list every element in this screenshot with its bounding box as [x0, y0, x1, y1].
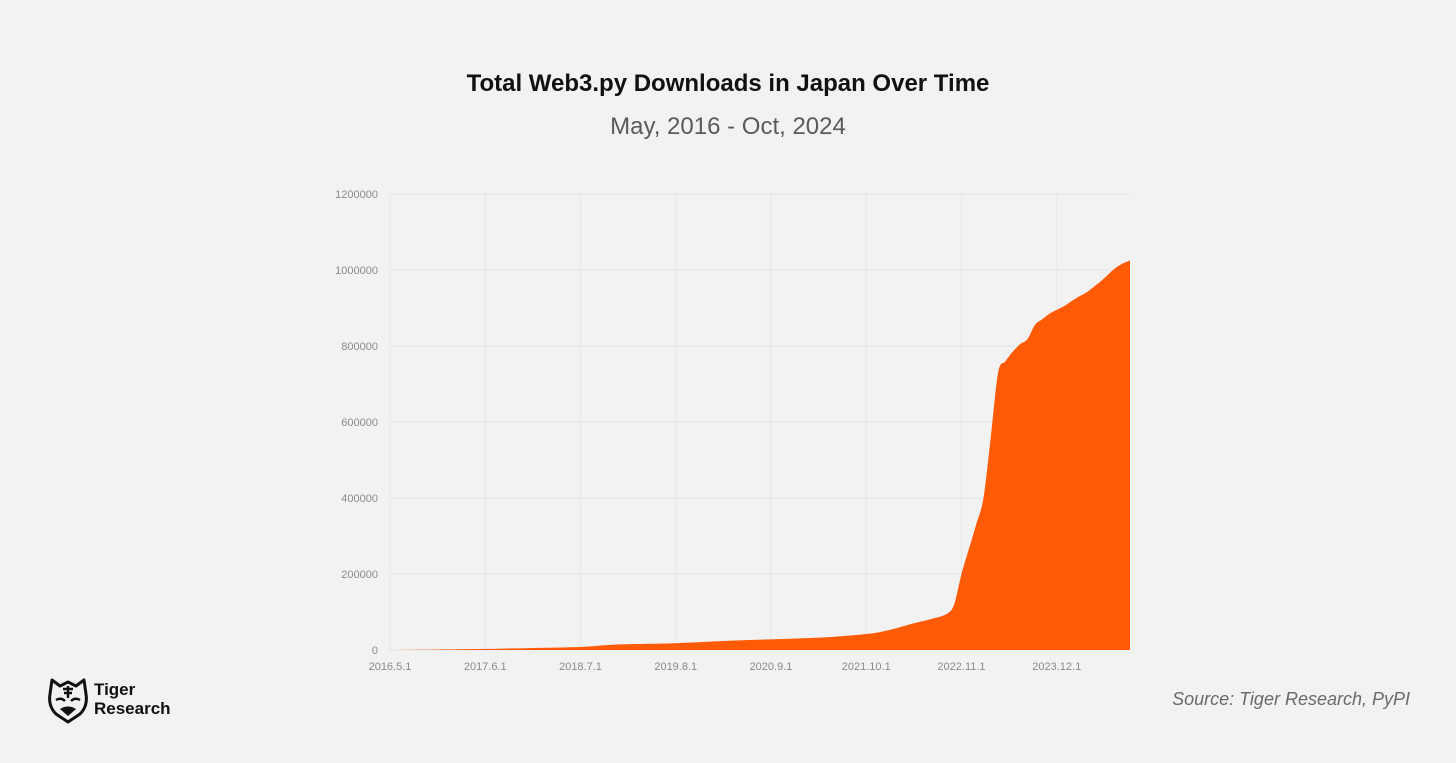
source-note: Source: Tiger Research, PyPI [1172, 689, 1410, 709]
y-tick-label: 0 [372, 645, 378, 657]
x-tick-label: 2018.7.1 [559, 661, 602, 673]
x-tick-label: 2020.9.1 [750, 661, 793, 673]
chart-title: Total Web3.py Downloads in Japan Over Ti… [466, 70, 990, 97]
y-tick-label: 200000 [341, 569, 378, 581]
tiger-research-logo: Tiger Research [46, 676, 196, 726]
x-tick-label: 2022.11.1 [937, 661, 985, 673]
logo-text-line2: Research [94, 699, 171, 718]
tiger-head-icon [48, 678, 88, 724]
y-tick-label: 1200000 [335, 189, 378, 201]
y-tick-label: 600000 [341, 417, 378, 429]
x-axis: 2016.5.1 2017.6.1 2018.7.1 2019.8.1 2020.9.1… [369, 661, 1082, 673]
area-series-fill [390, 260, 1130, 650]
y-tick-label: 800000 [341, 341, 378, 353]
x-tick-label: 2021.10.1 [842, 661, 891, 673]
y-axis: 0 200000 400000 600000 800000 1000000 1200000 [335, 189, 378, 657]
chart-subtitle: May, 2016 - Oct, 2024 [610, 113, 846, 140]
y-tick-label: 400000 [341, 493, 378, 505]
logo-text-line1: Tiger [94, 680, 136, 699]
area-series [390, 260, 1130, 650]
x-tick-label: 2017.6.1 [464, 661, 507, 673]
y-tick-label: 1000000 [335, 265, 378, 277]
x-tick-label: 2019.8.1 [654, 661, 697, 673]
x-tick-label: 2016.5.1 [369, 661, 412, 673]
x-tick-label: 2023.12.1 [1032, 661, 1081, 673]
